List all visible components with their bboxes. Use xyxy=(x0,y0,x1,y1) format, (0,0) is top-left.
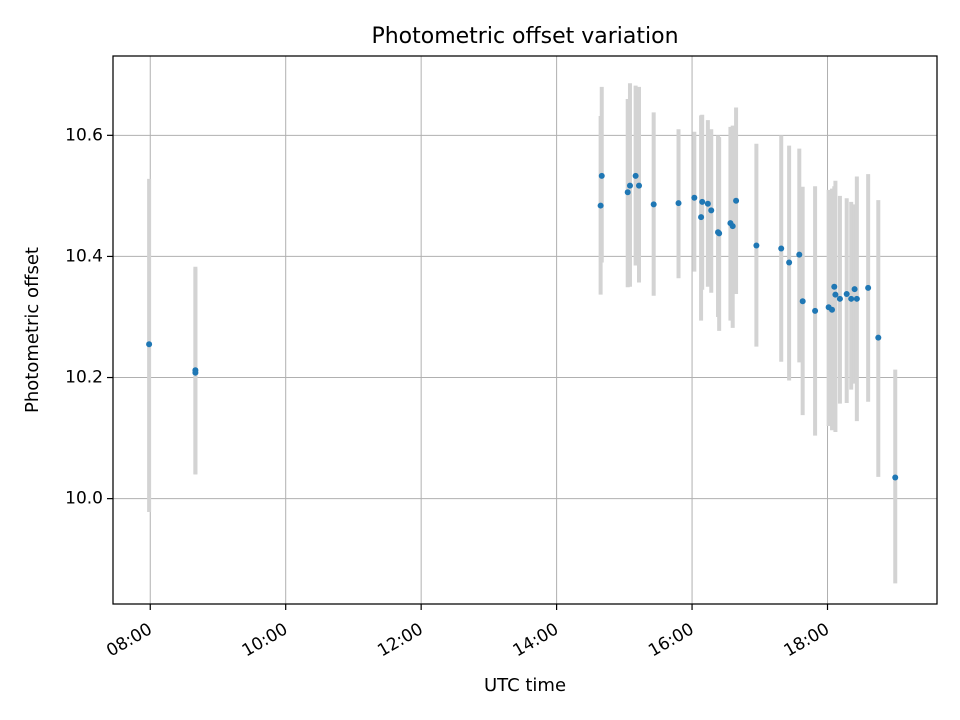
data-point xyxy=(699,198,706,205)
data-point xyxy=(704,200,711,207)
y-tick-label: 10.4 xyxy=(65,246,103,266)
data-point xyxy=(598,172,605,179)
data-point xyxy=(843,290,850,297)
data-point xyxy=(892,474,899,481)
data-points xyxy=(146,172,899,481)
data-point xyxy=(708,207,715,214)
y-tick-label: 10.6 xyxy=(65,125,103,145)
y-tick-label: 10.2 xyxy=(65,368,103,388)
data-point xyxy=(716,230,723,237)
data-point xyxy=(799,298,806,305)
data-point xyxy=(786,259,793,266)
data-point xyxy=(831,283,838,290)
data-point xyxy=(832,291,839,298)
data-point xyxy=(853,295,860,302)
data-point xyxy=(691,194,698,201)
plot-frame xyxy=(112,55,938,605)
data-point xyxy=(836,295,843,302)
data-point xyxy=(733,197,740,204)
data-point xyxy=(778,245,785,252)
data-point xyxy=(650,201,657,208)
data-point xyxy=(865,284,872,291)
data-point xyxy=(146,341,153,348)
y-axis-label: Photometric offset xyxy=(22,247,43,413)
data-point xyxy=(796,251,803,258)
data-point xyxy=(753,242,760,249)
data-point xyxy=(675,200,682,207)
chart-title: Photometric offset variation xyxy=(371,24,678,49)
data-point xyxy=(624,189,631,196)
data-point xyxy=(875,334,882,341)
data-point xyxy=(632,172,639,179)
data-point xyxy=(851,286,858,293)
data-point xyxy=(729,223,736,230)
y-tick-label: 10.0 xyxy=(65,489,103,509)
data-point xyxy=(636,182,643,189)
data-point xyxy=(812,307,819,314)
data-point xyxy=(829,306,836,313)
data-point xyxy=(597,202,604,209)
data-point xyxy=(698,214,705,221)
data-point xyxy=(848,295,855,302)
x-axis-label: UTC time xyxy=(484,675,566,696)
data-point xyxy=(626,182,633,189)
data-point xyxy=(192,369,199,376)
